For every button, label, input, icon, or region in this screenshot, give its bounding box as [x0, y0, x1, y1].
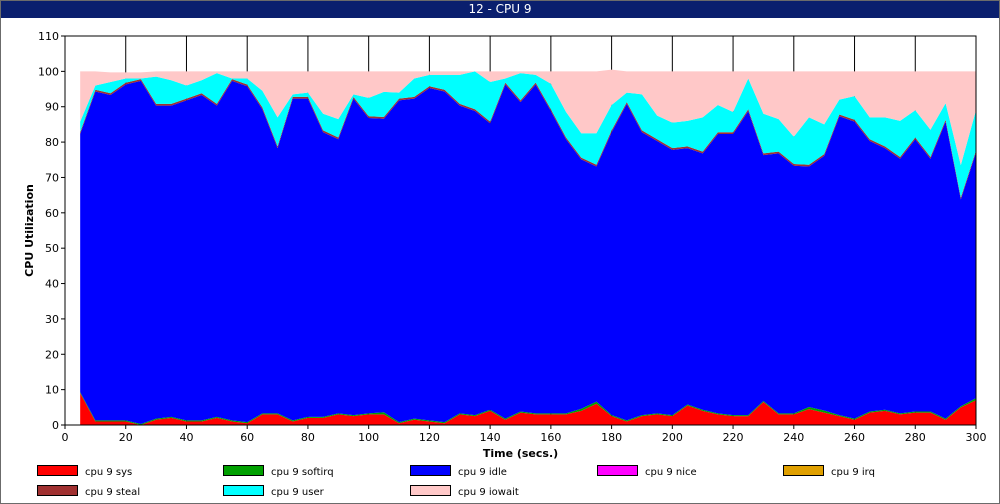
series-area-cpu-9-user: [80, 71, 977, 198]
legend-item-cpu-9-nice: cpu 9 nice: [597, 465, 697, 478]
legend-swatch: [410, 485, 451, 496]
y-tick-label: 90: [45, 101, 59, 114]
window-title: 12 - CPU 9: [1, 1, 999, 18]
legend-swatch: [223, 485, 264, 496]
x-tick-label: 180: [601, 431, 622, 444]
axis-ticks: 0 20 40 60 80 100 120 140 160 180 200 220 240 260 280 3…: [38, 30, 987, 444]
y-tick-label: 60: [45, 207, 59, 220]
y-tick-label: 20: [45, 348, 59, 361]
y-tick-label: 0: [52, 419, 59, 432]
legend-swatch: [410, 465, 451, 476]
x-tick-label: 20: [119, 431, 133, 444]
x-tick-label: 140: [480, 431, 501, 444]
series-area-cpu-9-idle: [80, 80, 977, 424]
plot-border: [64, 35, 977, 426]
legend-item-cpu-9-steal: cpu 9 steal: [37, 485, 141, 498]
legend-label: cpu 9 sys: [85, 467, 133, 478]
x-tick-label: 300: [966, 431, 987, 444]
legend-item-cpu-9-softirq: cpu 9 softirq: [223, 465, 334, 478]
legend-label: cpu 9 user: [271, 487, 324, 498]
y-tick-label: 40: [45, 278, 59, 291]
legend-item-cpu-9-idle: cpu 9 idle: [410, 465, 507, 478]
x-tick-label: 240: [783, 431, 804, 444]
x-tick-label: 160: [540, 431, 561, 444]
y-tick-label: 30: [45, 313, 59, 326]
legend-label: cpu 9 softirq: [271, 467, 334, 478]
series-area-cpu-9-sys: [80, 393, 977, 425]
series-area-cpu-9-iowait: [80, 69, 977, 166]
legend-label: cpu 9 idle: [458, 467, 507, 478]
x-tick-label: 220: [723, 431, 744, 444]
x-tick-label: 100: [358, 431, 379, 444]
x-tick-label: 40: [179, 431, 193, 444]
x-axis-title: Time (secs.): [483, 447, 558, 460]
x-tick-label: 80: [301, 431, 315, 444]
y-axis-title: CPU Utilization: [23, 184, 36, 277]
y-tick-label: 100: [38, 65, 59, 78]
y-tick-label: 10: [45, 384, 59, 397]
x-tick-label: 280: [905, 431, 926, 444]
legend-swatch: [223, 465, 264, 476]
legend-label: cpu 9 steal: [85, 487, 141, 498]
x-tick-label: 0: [62, 431, 69, 444]
legend-item-cpu-9-iowait: cpu 9 iowait: [410, 485, 519, 498]
legend-item-cpu-9-sys: cpu 9 sys: [37, 465, 133, 478]
x-tick-label: 260: [844, 431, 865, 444]
legend-item-cpu-9-irq: cpu 9 irq: [783, 465, 875, 478]
x-tick-label: 60: [240, 431, 254, 444]
legend-swatch: [783, 465, 824, 476]
y-tick-label: 50: [45, 242, 59, 255]
data-areas: [80, 69, 977, 425]
legend-swatch: [37, 485, 78, 496]
legend-swatch: [37, 465, 78, 476]
legend-item-cpu-9-user: cpu 9 user: [223, 485, 324, 498]
legend-label: cpu 9 irq: [831, 467, 875, 478]
x-tick-label: 200: [662, 431, 683, 444]
y-tick-label: 70: [45, 171, 59, 184]
legend-label: cpu 9 iowait: [458, 487, 519, 498]
x-tick-label: 120: [419, 431, 440, 444]
legend-swatch: [597, 465, 638, 476]
y-tick-label: 110: [38, 30, 59, 43]
y-tick-label: 80: [45, 136, 59, 149]
legend-label: cpu 9 nice: [645, 467, 697, 478]
